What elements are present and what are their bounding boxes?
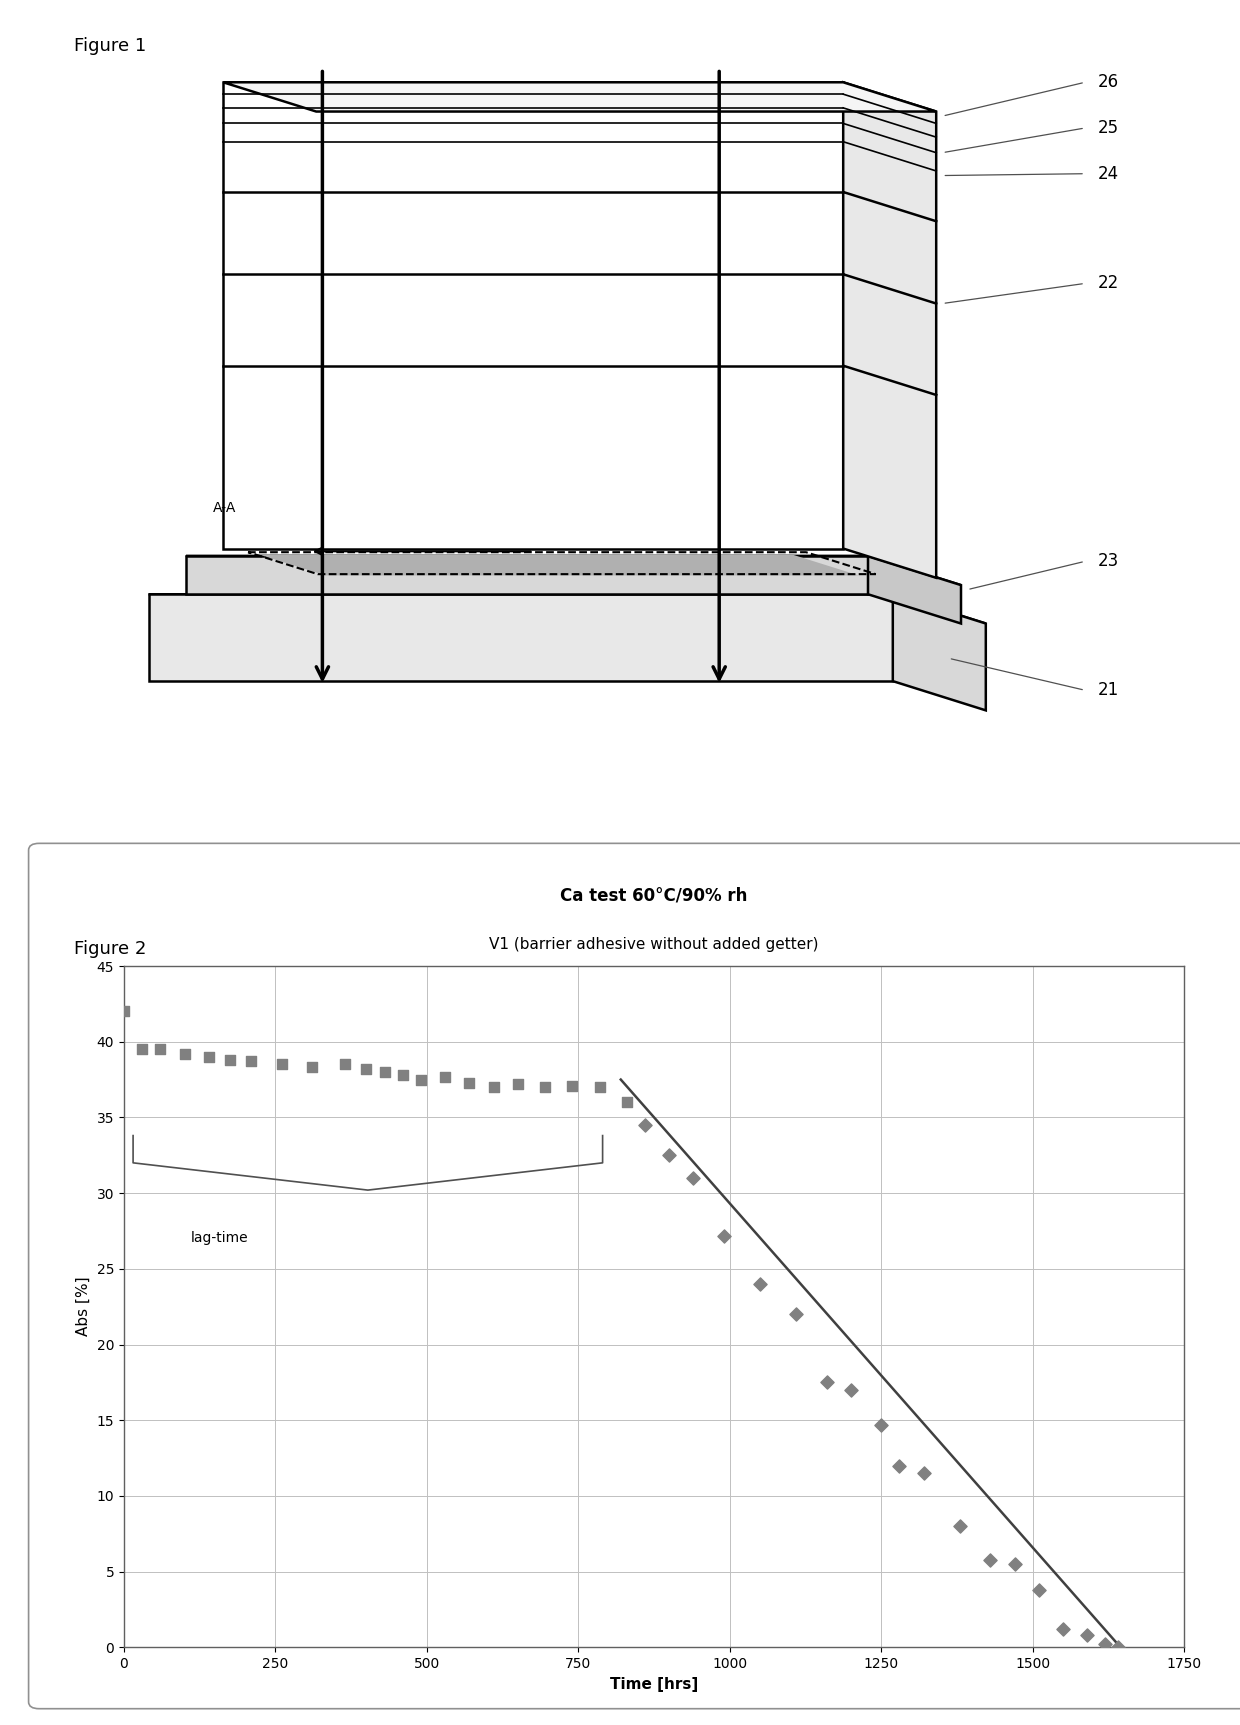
Text: Figure 1: Figure 1 — [74, 36, 146, 55]
Polygon shape — [186, 555, 961, 585]
Point — [1053, 1615, 1073, 1642]
Point — [393, 1061, 413, 1088]
Point — [301, 1054, 321, 1082]
Polygon shape — [260, 555, 858, 576]
Point — [221, 1045, 241, 1073]
Point — [889, 1452, 909, 1480]
Text: lag-time: lag-time — [191, 1232, 248, 1245]
Text: Figure 2: Figure 2 — [74, 940, 146, 957]
Text: 21: 21 — [1097, 681, 1118, 699]
Point — [714, 1221, 734, 1249]
Polygon shape — [893, 593, 986, 711]
Point — [508, 1070, 528, 1097]
Point — [590, 1073, 610, 1101]
Point — [175, 1040, 195, 1068]
Point — [618, 1088, 637, 1116]
Text: A-A: A-A — [213, 502, 237, 516]
Point — [435, 1063, 455, 1090]
Point — [150, 1035, 170, 1063]
Polygon shape — [149, 593, 986, 623]
Point — [1078, 1622, 1097, 1649]
Point — [660, 1142, 680, 1170]
Point — [1004, 1551, 1024, 1578]
Point — [750, 1270, 770, 1297]
Polygon shape — [223, 83, 843, 549]
Point — [683, 1164, 703, 1192]
Point — [133, 1035, 153, 1063]
Point — [335, 1051, 355, 1078]
Point — [356, 1056, 376, 1083]
Polygon shape — [868, 555, 961, 623]
Point — [459, 1070, 479, 1097]
Text: 25: 25 — [1097, 119, 1118, 136]
Text: 24: 24 — [1097, 164, 1118, 183]
Point — [950, 1513, 970, 1540]
Text: 26: 26 — [1097, 72, 1118, 91]
Polygon shape — [843, 83, 936, 578]
Point — [1107, 1634, 1127, 1661]
Polygon shape — [149, 593, 893, 681]
Text: V1 (barrier adhesive without added getter): V1 (barrier adhesive without added gette… — [490, 937, 818, 952]
Text: 23: 23 — [1097, 552, 1118, 571]
Polygon shape — [186, 555, 868, 593]
Point — [914, 1459, 934, 1487]
Text: 22: 22 — [1097, 274, 1118, 293]
Point — [563, 1071, 583, 1099]
Point — [198, 1044, 218, 1071]
Point — [484, 1073, 503, 1101]
Point — [841, 1377, 861, 1404]
Point — [374, 1057, 394, 1085]
Point — [536, 1073, 556, 1101]
Point — [981, 1546, 1001, 1573]
Point — [1029, 1577, 1049, 1604]
X-axis label: Time [hrs]: Time [hrs] — [610, 1677, 698, 1692]
Point — [817, 1368, 837, 1396]
Y-axis label: Abs [%]: Abs [%] — [76, 1276, 91, 1337]
Point — [635, 1111, 655, 1138]
Point — [410, 1066, 430, 1094]
Text: Ca test 60°C/90% rh: Ca test 60°C/90% rh — [560, 887, 748, 904]
Point — [242, 1047, 262, 1075]
Point — [786, 1301, 806, 1328]
Point — [872, 1411, 892, 1439]
Point — [1095, 1630, 1115, 1658]
Point — [114, 997, 134, 1025]
Point — [272, 1051, 291, 1078]
Polygon shape — [223, 83, 936, 112]
